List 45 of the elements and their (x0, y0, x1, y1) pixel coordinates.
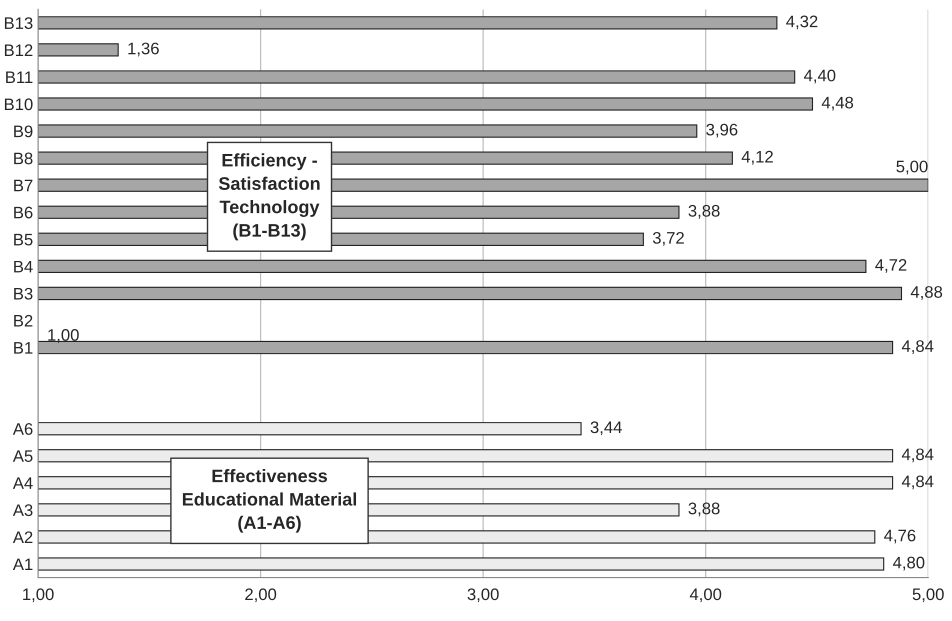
data-label: 3,88 (688, 204, 720, 219)
annotation: Effectiveness Educational Material (A1-A6) (182, 469, 356, 533)
x-tick-label: 3,00 (468, 588, 499, 602)
y-tick-label: A3 (12, 504, 32, 516)
y-tick-label: B7 (14, 180, 32, 192)
data-label: 5,00 (896, 160, 928, 174)
annotation: Efficiency - Satisfaction Technology (B1-B13) (218, 153, 320, 240)
y-tick-label: B6 (14, 206, 32, 218)
data-label: 4,80 (892, 556, 924, 570)
y-tick-label: B13 (4, 17, 32, 30)
y-tick-label: B9 (14, 125, 32, 138)
data-label: 4,72 (875, 259, 906, 273)
y-tick-label: B2 (14, 314, 32, 327)
data-label: 1,36 (128, 42, 159, 56)
y-tick-label: B4 (14, 260, 33, 272)
data-label: 3,96 (706, 124, 738, 138)
data-label: 4,88 (910, 286, 942, 300)
y-tick-label: B12 (4, 44, 32, 56)
data-label: 4,12 (742, 150, 773, 165)
data-label: 4,84 (902, 448, 934, 462)
data-label: 4,84 (902, 476, 934, 490)
data-label: 4,32 (786, 16, 818, 30)
y-tick-label: A2 (12, 531, 32, 543)
data-label: 4,40 (804, 70, 836, 84)
data-label: 1,00 (48, 329, 79, 343)
data-label: 3,88 (688, 502, 720, 516)
y-tick-label: B10 (4, 98, 33, 110)
y-tick-label: B5 (14, 234, 33, 246)
y-tick-label: B1 (14, 342, 32, 354)
data-label: 3,44 (590, 421, 622, 436)
x-tick-label: 4,00 (690, 588, 722, 602)
y-tick-label: B8 (14, 152, 32, 164)
y-tick-label: A4 (12, 477, 33, 489)
data-label: 4,48 (822, 96, 854, 110)
data-label: 4,76 (884, 530, 916, 544)
x-tick-label: 1,00 (23, 588, 54, 602)
x-tick-label: 2,00 (245, 588, 276, 602)
y-tick-label: B3 (14, 288, 32, 300)
y-tick-label: B11 (6, 72, 32, 83)
x-tick-label: 5,00 (912, 588, 944, 602)
y-tick-label: A1 (12, 558, 32, 570)
data-label: 4,84 (902, 340, 934, 354)
y-tick-label: A5 (12, 450, 33, 462)
y-tick-label: A6 (12, 423, 32, 435)
data-label: 3,72 (652, 232, 684, 246)
